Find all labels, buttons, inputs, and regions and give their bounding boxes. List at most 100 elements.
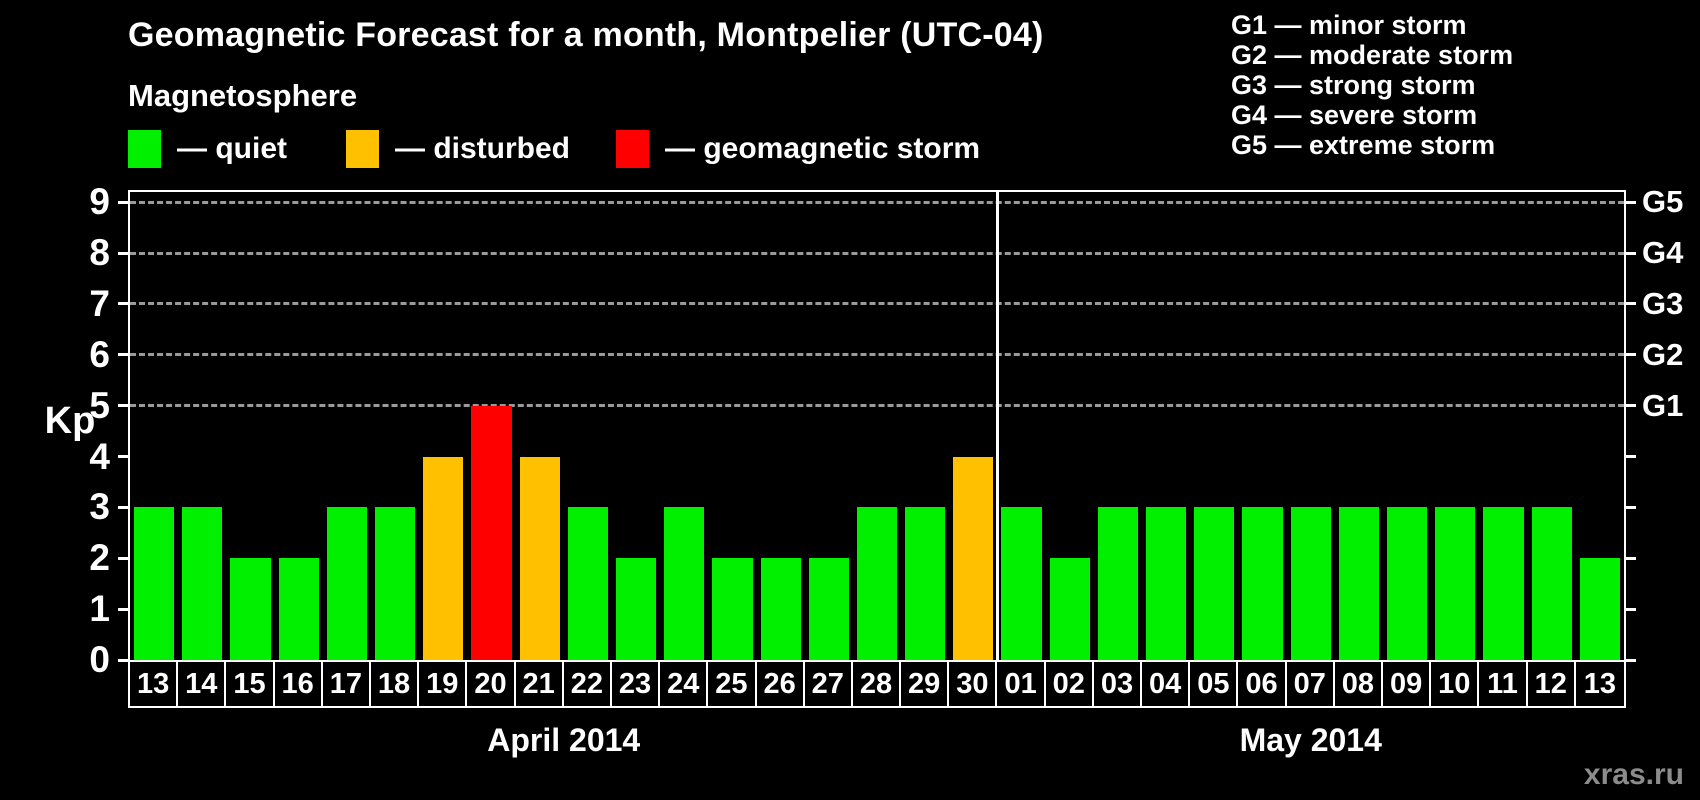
y-tick-label: 1	[89, 588, 110, 630]
kp-bar-day-04	[1146, 507, 1187, 660]
day-label: 23	[618, 667, 652, 700]
day-cell: 19	[419, 662, 468, 706]
day-cell: 04	[1142, 662, 1191, 706]
day-label: 04	[1149, 667, 1182, 700]
y-tick-label: 3	[89, 486, 110, 528]
kp-bar-day-20	[471, 405, 512, 660]
y-tick-left	[118, 556, 128, 560]
day-cell: 13	[130, 662, 179, 706]
kp-bar-day-12	[1531, 507, 1572, 660]
day-label: 13	[136, 667, 170, 700]
day-cell: 21	[516, 662, 564, 706]
day-label: 29	[908, 667, 941, 700]
y-tick-label: 6	[89, 333, 110, 375]
legend-item-quiet: — quiet	[128, 130, 287, 168]
day-cell: 26	[757, 662, 805, 706]
kp-bar-day-26	[760, 558, 801, 660]
y-tick-label: 8	[89, 232, 110, 274]
day-label: 10	[1438, 667, 1471, 700]
legend-label-storm: — geomagnetic storm	[665, 132, 981, 165]
day-label: 21	[522, 667, 555, 700]
day-cell: 13	[1576, 662, 1624, 706]
legend-swatch-storm	[616, 130, 649, 168]
kp-bar-day-29	[905, 507, 946, 660]
y-tick-left	[118, 404, 128, 408]
day-label: 19	[426, 667, 459, 700]
g-level-label: G2	[1642, 336, 1684, 372]
day-cell: 23	[612, 662, 661, 706]
watermark: xras.ru	[1583, 758, 1684, 791]
kp-bar-day-19	[423, 456, 464, 660]
day-label: 15	[233, 667, 266, 700]
y-axis-label: Kp	[44, 400, 96, 442]
day-label: 30	[956, 667, 989, 700]
day-label: 14	[185, 667, 218, 700]
day-label: 25	[715, 667, 748, 700]
kp-bar-day-06	[1242, 507, 1283, 660]
gridline-kp-9	[130, 200, 1624, 204]
kp-bar-day-30	[953, 456, 994, 660]
day-cell: 25	[708, 662, 757, 706]
kp-bar-day-24	[664, 507, 705, 660]
legend-label-quiet: — quiet	[177, 132, 287, 165]
y-tick-left	[118, 505, 128, 509]
legend-item-disturbed: — disturbed	[346, 130, 570, 168]
day-label: 06	[1245, 667, 1278, 700]
y-tick-label: 0	[89, 639, 110, 680]
day-cell: 14	[178, 662, 227, 706]
kp-bar-day-18	[374, 507, 416, 660]
day-label: 09	[1389, 667, 1423, 700]
day-cell: 30	[949, 662, 998, 706]
day-label: 11	[1487, 667, 1518, 700]
kp-bar-day-16	[278, 558, 319, 660]
y-tick-right	[1626, 505, 1636, 509]
day-label: 26	[763, 667, 796, 700]
gridline-kp-8	[130, 251, 1624, 255]
y-tick-left	[118, 607, 128, 611]
kp-bar-day-13	[134, 507, 175, 660]
g-level-label: G4	[1642, 235, 1684, 271]
g-legend-item: G3 — strong storm	[1231, 70, 1476, 100]
y-tick-left	[118, 455, 128, 459]
day-label: 28	[859, 667, 893, 700]
y-tick-left	[118, 200, 128, 204]
y-tick-left	[118, 353, 128, 357]
y-tick-right	[1626, 200, 1636, 204]
kp-bar-day-07	[1290, 507, 1331, 660]
chart-title: Geomagnetic Forecast for a month, Montpe…	[128, 16, 1044, 54]
kp-bar-day-02	[1049, 558, 1090, 660]
magnetosphere-label: Magnetosphere	[128, 78, 358, 113]
day-label: 22	[570, 667, 603, 700]
kp-bar-day-17	[326, 507, 367, 660]
day-cell: 17	[323, 662, 371, 706]
day-label: 13	[1583, 667, 1617, 700]
y-tick-left	[118, 251, 128, 255]
day-label: 02	[1052, 667, 1085, 700]
g-legend-item: G4 — severe storm	[1231, 100, 1478, 130]
kp-bar-day-27	[808, 558, 849, 660]
day-cell: 09	[1383, 662, 1432, 706]
day-label: 07	[1293, 667, 1326, 700]
y-tick-right	[1626, 607, 1636, 611]
day-label: 18	[377, 667, 411, 700]
y-tick-left	[118, 302, 128, 306]
kp-bar-day-15	[230, 558, 271, 660]
day-cell: 07	[1287, 662, 1335, 706]
day-label: 24	[667, 667, 700, 700]
day-label: 16	[281, 667, 314, 700]
y-tick-label: 4	[89, 435, 110, 477]
day-cell: 10	[1431, 662, 1480, 706]
gridline-kp-5	[130, 404, 1624, 408]
y-tick-right	[1626, 455, 1636, 459]
kp-bar-day-13	[1579, 558, 1620, 660]
gridline-kp-6	[130, 353, 1624, 357]
day-cell: 06	[1238, 662, 1287, 706]
g-legend-item: G2 — moderate storm	[1231, 40, 1514, 70]
legend-label-disturbed: — disturbed	[395, 132, 571, 165]
day-cell: 27	[805, 662, 853, 706]
day-cell: 20	[467, 662, 516, 706]
day-cell: 02	[1046, 662, 1094, 706]
day-cell: 29	[901, 662, 950, 706]
g-level-label: G1	[1642, 387, 1684, 423]
